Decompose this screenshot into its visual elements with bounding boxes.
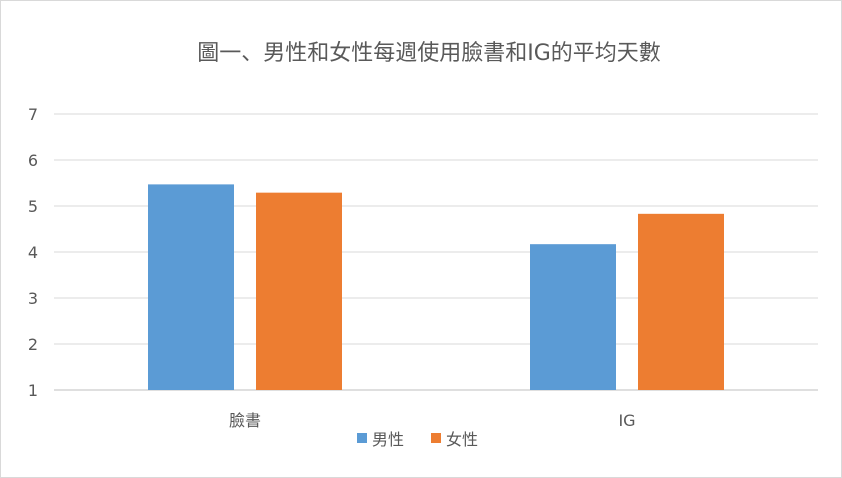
y-tick-label: 3 bbox=[28, 289, 38, 308]
y-tick-label: 1 bbox=[28, 381, 38, 400]
bar-male-1 bbox=[530, 244, 616, 390]
legend-label: 女性 bbox=[446, 430, 478, 449]
y-tick-label: 2 bbox=[28, 335, 38, 354]
y-tick-label: 6 bbox=[28, 151, 38, 170]
x-category-label: 臉書 bbox=[229, 411, 261, 430]
legend-label: 男性 bbox=[372, 430, 404, 449]
legend-swatch bbox=[431, 433, 441, 443]
bar-female-0 bbox=[256, 192, 342, 390]
chart-title: 圖一、男性和女性每週使用臉書和IG的平均天數 bbox=[197, 41, 661, 66]
y-tick-label: 7 bbox=[28, 105, 38, 124]
x-axis-category-labels: 臉書 IG bbox=[229, 411, 636, 430]
y-tick-label: 4 bbox=[28, 243, 38, 262]
y-axis-tick-labels: 1 2 3 4 5 6 7 bbox=[28, 105, 38, 400]
y-tick-label: 5 bbox=[28, 197, 38, 216]
x-category-label: IG bbox=[618, 411, 635, 430]
bar-male-0 bbox=[148, 184, 234, 390]
bars bbox=[148, 184, 724, 390]
legend: 男性 女性 bbox=[357, 430, 478, 449]
legend-swatch bbox=[357, 433, 367, 443]
bar-female-1 bbox=[638, 213, 724, 390]
